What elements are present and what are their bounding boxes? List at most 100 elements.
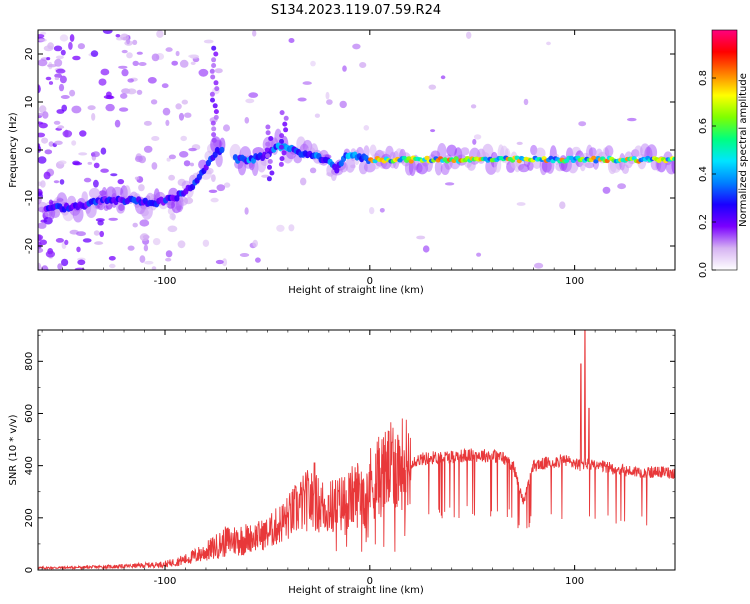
noise-blob xyxy=(78,152,88,156)
noise-blob xyxy=(117,179,125,185)
streak-blob xyxy=(214,86,220,92)
snr-panel: -100 0 100 0 200 400 600 800 Height of straight… xyxy=(8,329,676,596)
noise-blob xyxy=(310,60,316,67)
halo-blob xyxy=(460,147,470,156)
streak-blob xyxy=(209,68,215,74)
noise-blob xyxy=(559,201,566,209)
noise-blob xyxy=(77,43,85,50)
noise-blob xyxy=(252,239,258,248)
snr-ylabel: SNR (10 * v/v) xyxy=(8,414,19,485)
noise-blob xyxy=(40,31,47,35)
noise-blob xyxy=(54,58,63,67)
halo-blob xyxy=(446,144,457,157)
noise-blob xyxy=(165,47,173,52)
streak-blob xyxy=(211,57,217,63)
noise-blob xyxy=(617,183,626,190)
noise-blob xyxy=(428,84,437,90)
noise-blob xyxy=(534,262,544,269)
noise-blob xyxy=(223,124,230,132)
noise-blob xyxy=(422,245,430,253)
y-tick-label: -20 xyxy=(24,238,35,254)
noise-blob xyxy=(55,238,64,243)
ridge-blob xyxy=(424,155,430,161)
noise-blob xyxy=(46,57,51,61)
colorbar-tick-label: 0.4 xyxy=(698,166,709,182)
streak-blob xyxy=(267,164,272,170)
halo-blob xyxy=(178,196,188,206)
snr-ticks: -100 0 100 0 200 400 600 800 xyxy=(24,330,675,587)
noise-blob xyxy=(151,53,160,62)
streak-blob xyxy=(213,80,219,86)
streak-blob xyxy=(279,138,284,144)
noise-blob xyxy=(79,130,87,137)
streak-blob xyxy=(283,127,289,133)
noise-blob xyxy=(516,141,523,145)
halo-blob xyxy=(81,191,88,204)
noise-blob xyxy=(444,182,455,186)
streak-blob xyxy=(264,147,270,153)
noise-blob xyxy=(126,88,137,95)
noise-blob xyxy=(151,136,160,141)
noise-blob xyxy=(138,62,147,66)
noise-blob xyxy=(38,156,47,164)
y-tick-label: 0 xyxy=(24,567,35,573)
noise-blob xyxy=(53,120,61,125)
x-tick-label: 100 xyxy=(565,276,584,287)
halo-blob xyxy=(88,187,101,199)
noise-blob xyxy=(151,162,158,170)
noise-blob xyxy=(91,113,96,121)
halo-blob xyxy=(116,202,126,214)
ridge-blob xyxy=(334,167,340,174)
streak-blob xyxy=(210,74,216,80)
streak-blob xyxy=(211,63,217,68)
noise-blob xyxy=(175,103,182,110)
noise-blob xyxy=(58,83,65,92)
noise-blob xyxy=(210,197,219,203)
streak-blob xyxy=(211,45,217,51)
noise-blob xyxy=(248,92,259,98)
x-tick-label: 0 xyxy=(367,576,373,587)
spectrogram-marks xyxy=(38,30,675,270)
noise-blob xyxy=(58,160,67,165)
noise-blob xyxy=(38,84,41,91)
noise-blob xyxy=(342,65,347,72)
x-tick-label: 100 xyxy=(565,576,584,587)
streak-blob xyxy=(266,176,272,182)
noise-blob xyxy=(578,121,587,127)
noise-blob xyxy=(416,235,426,240)
noise-blob xyxy=(470,104,477,109)
halo-blob xyxy=(437,143,447,161)
noise-blob xyxy=(38,59,48,67)
noise-blob xyxy=(45,76,52,81)
noise-blob xyxy=(114,119,121,128)
noise-blob xyxy=(152,238,161,246)
noise-blob xyxy=(40,180,46,188)
noise-blob xyxy=(132,60,139,66)
noise-blob xyxy=(314,113,320,118)
noise-blob xyxy=(161,83,169,89)
noise-blob xyxy=(110,173,118,177)
streak-blob xyxy=(211,137,217,143)
noise-blob xyxy=(325,91,330,100)
noise-blob xyxy=(93,162,100,169)
noise-blob xyxy=(61,258,69,267)
noise-blob xyxy=(76,231,86,237)
snr-background xyxy=(38,330,675,570)
noise-blob xyxy=(109,263,116,269)
noise-blob xyxy=(72,55,81,61)
noise-blob xyxy=(45,250,56,258)
ridge-blob xyxy=(174,195,180,202)
halo-blob xyxy=(534,147,546,160)
ridge-blob xyxy=(514,155,520,160)
noise-blob xyxy=(127,78,134,83)
noise-blob xyxy=(151,266,157,270)
noise-blob xyxy=(38,112,45,117)
noise-blob xyxy=(121,68,129,77)
y-tick-label: 400 xyxy=(24,456,35,475)
chart-title: S134.2023.119.07.59.R24 xyxy=(271,3,441,18)
noise-blob xyxy=(188,54,198,58)
streak-blob xyxy=(279,156,285,162)
noise-blob xyxy=(244,207,249,215)
noise-blob xyxy=(120,33,129,41)
